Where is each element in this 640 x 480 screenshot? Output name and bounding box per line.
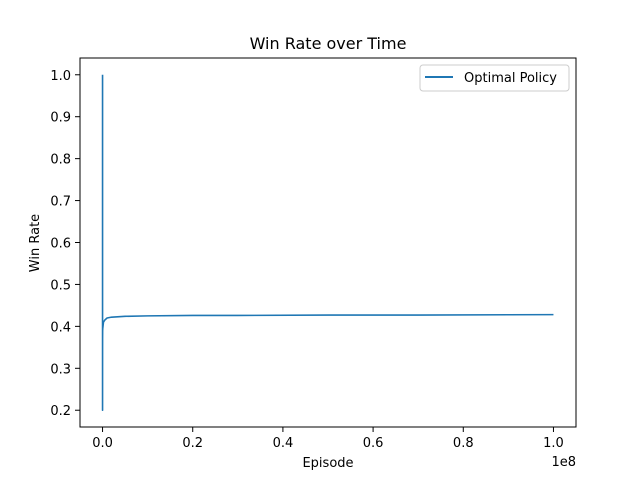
y-tick-label: 0.8 <box>50 153 71 168</box>
series-layer <box>101 74 554 412</box>
legend-box <box>419 64 570 92</box>
x-axis-offset-label: 1e8 <box>551 455 576 470</box>
y-tick-label: 0.5 <box>50 278 71 293</box>
y-tick-label: 0.3 <box>50 362 71 377</box>
x-tick-label: 1.0 <box>543 436 564 451</box>
series-line-optimal-policy <box>101 74 554 412</box>
y-axis-ticks: 0.2 0.3 0.4 0.5 0.6 0.7 0.8 0.9 1.0 <box>50 69 80 419</box>
x-axis-ticks: 0.0 0.2 0.4 0.6 0.8 1.0 <box>92 427 564 451</box>
chart-title: Win Rate over Time <box>250 34 407 53</box>
y-tick-label: 0.7 <box>50 195 71 210</box>
y-tick-label: 0.9 <box>50 111 71 126</box>
x-tick-label: 0.4 <box>273 436 294 451</box>
x-axis-title: Episode <box>302 456 353 471</box>
y-tick-label: 1.0 <box>50 69 71 84</box>
legend-label-optimal-policy: Optimal Policy <box>464 71 557 86</box>
x-tick-label: 0.2 <box>182 436 203 451</box>
plot-area <box>79 57 577 428</box>
y-tick-label: 0.2 <box>50 404 71 419</box>
y-tick-label: 0.6 <box>50 237 71 252</box>
plot-frame <box>79 57 577 428</box>
y-tick-label: 0.4 <box>50 320 71 335</box>
x-tick-label: 0.8 <box>453 436 474 451</box>
y-axis-title: Win Rate <box>28 214 43 272</box>
legend: Optimal Policy <box>419 64 570 92</box>
x-tick-label: 0.6 <box>363 436 384 451</box>
x-tick-label: 0.0 <box>92 436 113 451</box>
